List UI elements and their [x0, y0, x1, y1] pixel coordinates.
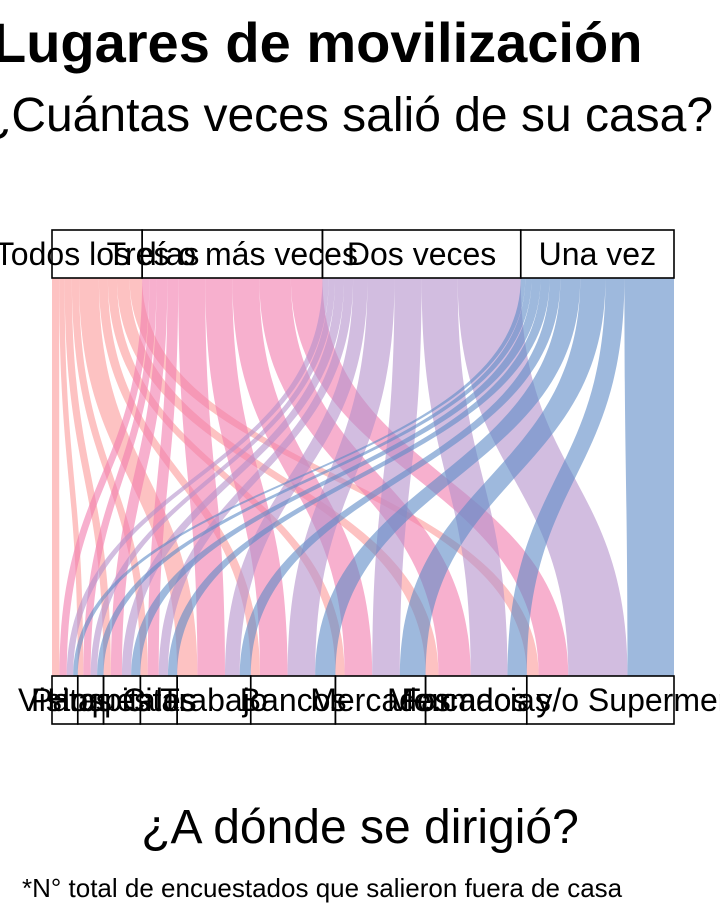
flow-tres-o-mas-veces-to-parques	[83, 278, 157, 676]
flow-dos-veces-to-bancos	[287, 278, 395, 676]
bottom-label-mercados: Mercados	[310, 682, 451, 718]
flow-todos-los-dias-to-citas	[71, 278, 148, 676]
top-label-todos-los-dias: Todos los días	[0, 236, 199, 272]
flow-tres-o-mas-veces-to-bancos	[205, 278, 288, 676]
flow-una-vez-to-hospitales	[131, 278, 541, 676]
flow-tres-o-mas-veces-to-citas	[147, 278, 179, 676]
bottom-label-farmacias: Farmacias	[401, 682, 550, 718]
bottom-label-bancos: Bancos	[240, 682, 347, 718]
top-stratum-una-vez	[519, 229, 675, 279]
flow-tres-o-mas-veces-to-mercados-y-o-supermercados	[290, 278, 569, 676]
bottom-axis-strata: VisitasParquesHospitalesCitasTrabajoBanc…	[18, 675, 720, 725]
bottom-stratum-mercados-y-o-supermercados	[525, 675, 675, 725]
flow-dos-veces-to-visitas	[66, 278, 329, 676]
flow-todos-los-dias-to-bancos	[98, 278, 260, 676]
bottom-label-visitas: Visitas	[18, 682, 112, 718]
flow-dos-veces-to-hospitales	[121, 278, 345, 676]
flow-una-vez-to-farmacias	[507, 278, 625, 676]
flow-dos-veces-to-farmacias	[421, 278, 508, 676]
bottom-label-trabajo: Trabajo	[160, 682, 267, 718]
flow-todos-los-dias-to-mercados	[107, 278, 345, 676]
flow-todos-los-dias-to-farmacias	[116, 278, 439, 676]
flow-una-vez-to-mercados	[399, 278, 606, 676]
flow-una-vez-to-trabajo	[239, 278, 561, 676]
flow-una-vez-to-citas	[167, 278, 550, 676]
top-label-dos-veces: Dos veces	[347, 236, 496, 272]
flow-group	[52, 278, 674, 676]
flow-una-vez-to-bancos	[315, 278, 581, 676]
flow-dos-veces-to-parques	[90, 278, 336, 676]
bottom-label-citas: Citas	[122, 682, 195, 718]
bottom-label-hospitales: Hospitales	[47, 682, 196, 718]
flow-tres-o-mas-veces-to-farmacias	[259, 278, 471, 676]
flow-una-vez-to-mercados-y-o-supermercados	[624, 278, 674, 676]
chart-title: Lugares de movilización	[0, 11, 643, 74]
top-label-tres-o-mas-veces: Tres o más veces	[107, 236, 358, 272]
flow-todos-los-dias-to-visitas	[52, 278, 60, 676]
chart-caption: *N° total de encuestados que salieron fu…	[22, 873, 623, 903]
flow-dos-veces-to-citas	[158, 278, 354, 676]
flow-todos-los-dias-to-parques	[59, 278, 84, 676]
flow-una-vez-to-visitas	[73, 278, 526, 676]
flow-todos-los-dias-to-hospitales	[64, 278, 111, 676]
bottom-label-parques: Parques	[31, 682, 150, 718]
flow-una-vez-to-parques	[97, 278, 532, 676]
bottom-label-mercados-y-o-supermercados: Mercados y/o Supermercados	[387, 682, 720, 718]
x-axis-label: ¿A dónde se dirigió?	[141, 801, 579, 854]
flow-dos-veces-to-trabajo	[224, 278, 368, 676]
flow-tres-o-mas-veces-to-visitas	[59, 278, 150, 676]
chart-subtitle: ¿Cuántas veces salió de su casa?	[0, 89, 714, 142]
flow-dos-veces-to-mercados-y-o-supermercados	[457, 278, 628, 676]
top-label-una-vez: Una vez	[539, 236, 656, 272]
